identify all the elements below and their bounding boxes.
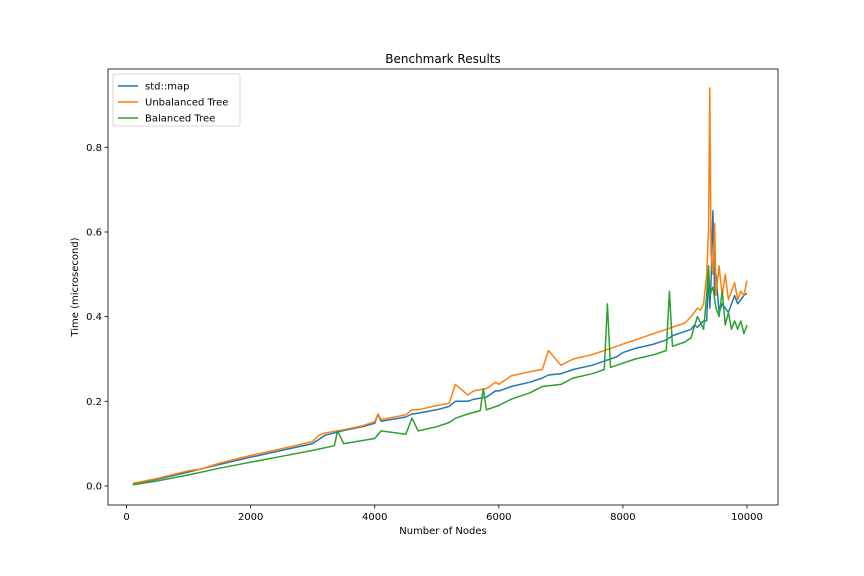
y-tick-label: 0.8 [86,143,102,154]
x-axis-ticks: 0 2000 4000 6000 8000 10000 [123,505,763,523]
y-axis-label: Time (microsecond) [70,237,81,337]
legend-label: std::map [145,82,189,93]
legend-label: Unbalanced Tree [145,98,228,109]
series-line-std-map [132,210,748,486]
axes-frame [107,68,779,506]
series-line-balanced-tree [132,265,748,486]
y-tick-label: 0.6 [86,227,102,238]
legend-label: Balanced Tree [145,114,215,125]
x-tick-label: 2000 [238,512,263,523]
x-tick-label: 8000 [610,512,635,523]
y-tick-label: 0.0 [86,481,102,492]
x-tick-label: 10000 [731,512,763,523]
chart-title: Benchmark Results [385,52,501,66]
x-tick-label: 0 [123,512,129,523]
y-axis-ticks: 0.0 0.2 0.4 0.6 0.8 [86,143,108,492]
x-tick-label: 4000 [362,512,387,523]
series-line-unbalanced-tree [132,87,748,485]
y-tick-label: 0.2 [86,397,102,408]
y-tick-label: 0.4 [86,312,102,323]
x-tick-label: 6000 [486,512,511,523]
legend-box [112,73,241,127]
x-axis-label: Number of Nodes [399,526,486,537]
series-lines [132,87,748,486]
